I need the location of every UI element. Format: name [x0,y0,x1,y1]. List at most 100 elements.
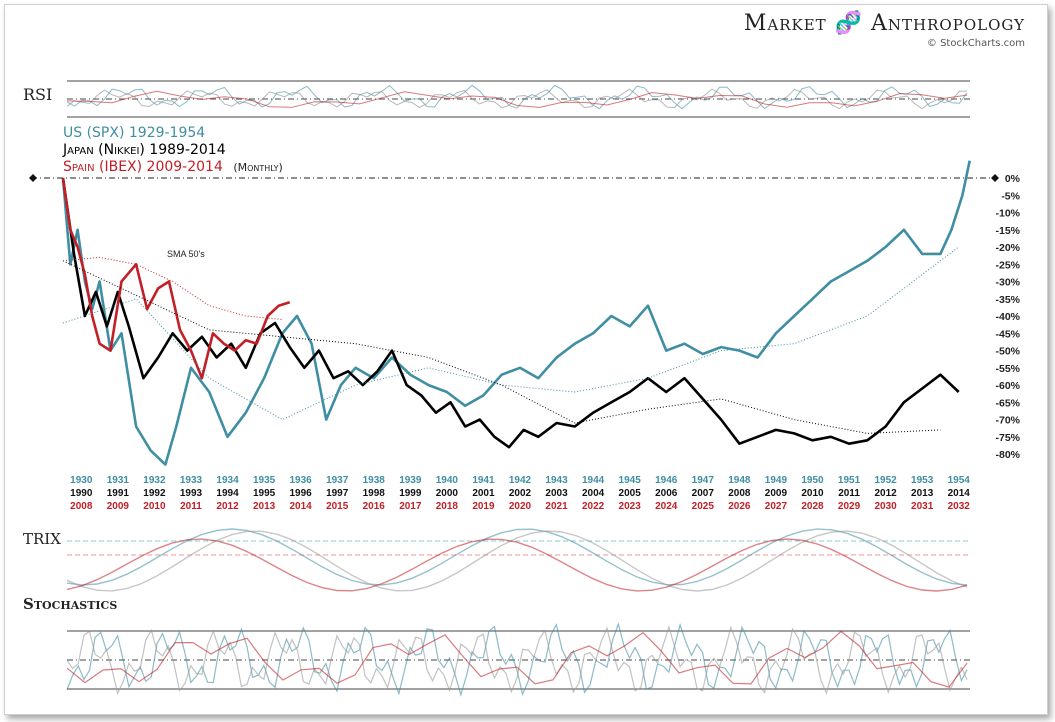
x-tick-japan: 2005 [619,488,642,499]
x-tick-us: 1941 [472,475,495,486]
series-line-us-spx-1929-1954 [61,160,971,466]
y-tick-label: -60% [995,380,1020,392]
x-tick-japan: 1997 [326,488,349,499]
stoch-spain-line [66,630,968,688]
x-tick-spain: 2016 [363,501,386,512]
legend-us: US (SPX) 1929-1954 [63,125,206,141]
x-tick-us: 1932 [143,475,166,486]
x-tick-spain: 2023 [619,501,642,512]
x-tick-spain: 2032 [948,501,971,512]
x-tick-us: 1934 [216,475,239,486]
x-tick-japan: 2003 [545,488,568,499]
y-tick-label: -10% [995,208,1020,220]
x-tick-spain: 2019 [472,501,495,512]
x-tick-spain: 2015 [326,501,349,512]
x-tick-spain: 2012 [216,501,239,512]
legend-japan: Japan (Nikkei) 1989-2014 [63,142,226,158]
x-tick-us: 1949 [765,475,788,486]
x-tick-spain: 2024 [655,501,678,512]
x-tick-spain: 2017 [399,501,422,512]
x-tick-japan: 2000 [436,488,459,499]
x-tick-japan: 1993 [180,488,203,499]
x-tick-japan: 1990 [70,488,93,499]
x-tick-spain: 2020 [509,501,532,512]
rsi-spain-line [66,90,968,108]
x-tick-spain: 2008 [70,501,93,512]
x-tick-us: 1945 [619,475,642,486]
y-tick-label: -45% [995,328,1020,340]
legend-spain-label: Spain (IBEX) 2009-2014 [63,159,223,175]
trix-us-line [66,528,968,586]
x-tick-us: 1952 [874,475,897,486]
x-tick-us: 1942 [509,475,532,486]
x-tick-spain: 2009 [107,501,130,512]
x-tick-spain: 2030 [874,501,897,512]
y-tick-label: -70% [995,415,1020,427]
x-tick-us: 1943 [545,475,568,486]
x-tick-spain: 2011 [180,501,202,512]
series-line-japan-sma-50 [62,260,941,434]
brand-block: Market 🧬 Anthropology © StockCharts.com [744,11,1025,49]
x-tick-japan: 1999 [399,488,422,499]
x-tick-us: 1951 [838,475,861,486]
x-tick-japan: 2007 [692,488,715,499]
x-tick-japan: 2014 [948,488,971,499]
x-tick-spain: 2026 [728,501,751,512]
x-tick-us: 1933 [180,475,203,486]
x-tick-japan: 2012 [874,488,897,499]
x-tick-japan: 2009 [765,488,788,499]
stoch-us-line [66,622,968,697]
x-tick-us: 1944 [582,475,605,486]
x-tick-spain: 2028 [801,501,824,512]
series-line-us-sma-50 [62,246,960,421]
y-tick-label: -30% [995,277,1020,289]
y-tick-label: -55% [995,363,1020,375]
series-line-spain-ibex-2009-2014 [61,177,291,380]
x-tick-spain: 2014 [290,501,313,512]
x-tick-us: 1939 [399,475,422,486]
y-tick-label: -15% [995,225,1020,237]
brand-title: Market 🧬 Anthropology [743,11,1025,36]
y-tick-label: -75% [995,432,1020,444]
y-tick-label: -5% [1001,190,1020,202]
x-tick-japan: 2001 [472,488,495,499]
stochastics-label: Stochastics [23,595,118,613]
x-tick-spain: 2031 [911,501,934,512]
main-chart-svg: 0% -5% -10% -15% -20% -25% -30% -35% -40% -45% -50… [29,80,1021,697]
x-tick-spain: 2010 [143,501,166,512]
x-tick-japan: 1998 [363,488,386,499]
x-tick-spain: 2021 [545,501,568,512]
x-tick-japan: 2008 [728,488,751,499]
x-tick-japan: 1992 [143,488,166,499]
sma-annotation: SMA 50's [167,249,205,259]
x-tick-us: 1935 [253,475,276,486]
x-tick-spain: 2025 [692,501,715,512]
x-tick-us: 1947 [692,475,715,486]
series-line-japan-nikkei-1989-2014 [61,177,960,449]
x-tick-japan: 2013 [911,488,934,499]
rsi-us-line [66,84,968,110]
x-tick-japan: 2011 [838,488,860,499]
x-tick-us: 1937 [326,475,349,486]
x-tick-spain: 2018 [436,501,459,512]
x-tick-japan: 1991 [107,488,130,499]
x-tick-us: 1950 [801,475,824,486]
x-tick-spain: 2027 [765,501,788,512]
x-tick-us: 1930 [70,475,93,486]
rsi-japan-line [66,88,968,110]
stoch-japan-line [66,625,968,696]
y-tick-label: -80% [995,449,1020,461]
trix-label: TRIX [23,530,61,548]
x-tick-us: 1953 [911,475,934,486]
x-tick-japan: 1995 [253,488,276,499]
x-tick-japan: 2002 [509,488,532,499]
y-tick-label: -65% [995,397,1020,409]
y-tick-label: 0% [1005,173,1021,185]
y-tick-label: -20% [995,242,1020,254]
legend-spain-note: (Monthly) [233,161,283,174]
baseline-right-marker [991,174,999,182]
y-tick-label: -40% [995,311,1020,323]
trix-spain-line [66,538,968,592]
brand-source: © StockCharts.com [926,38,1025,49]
x-tick-spain: 2022 [582,501,605,512]
